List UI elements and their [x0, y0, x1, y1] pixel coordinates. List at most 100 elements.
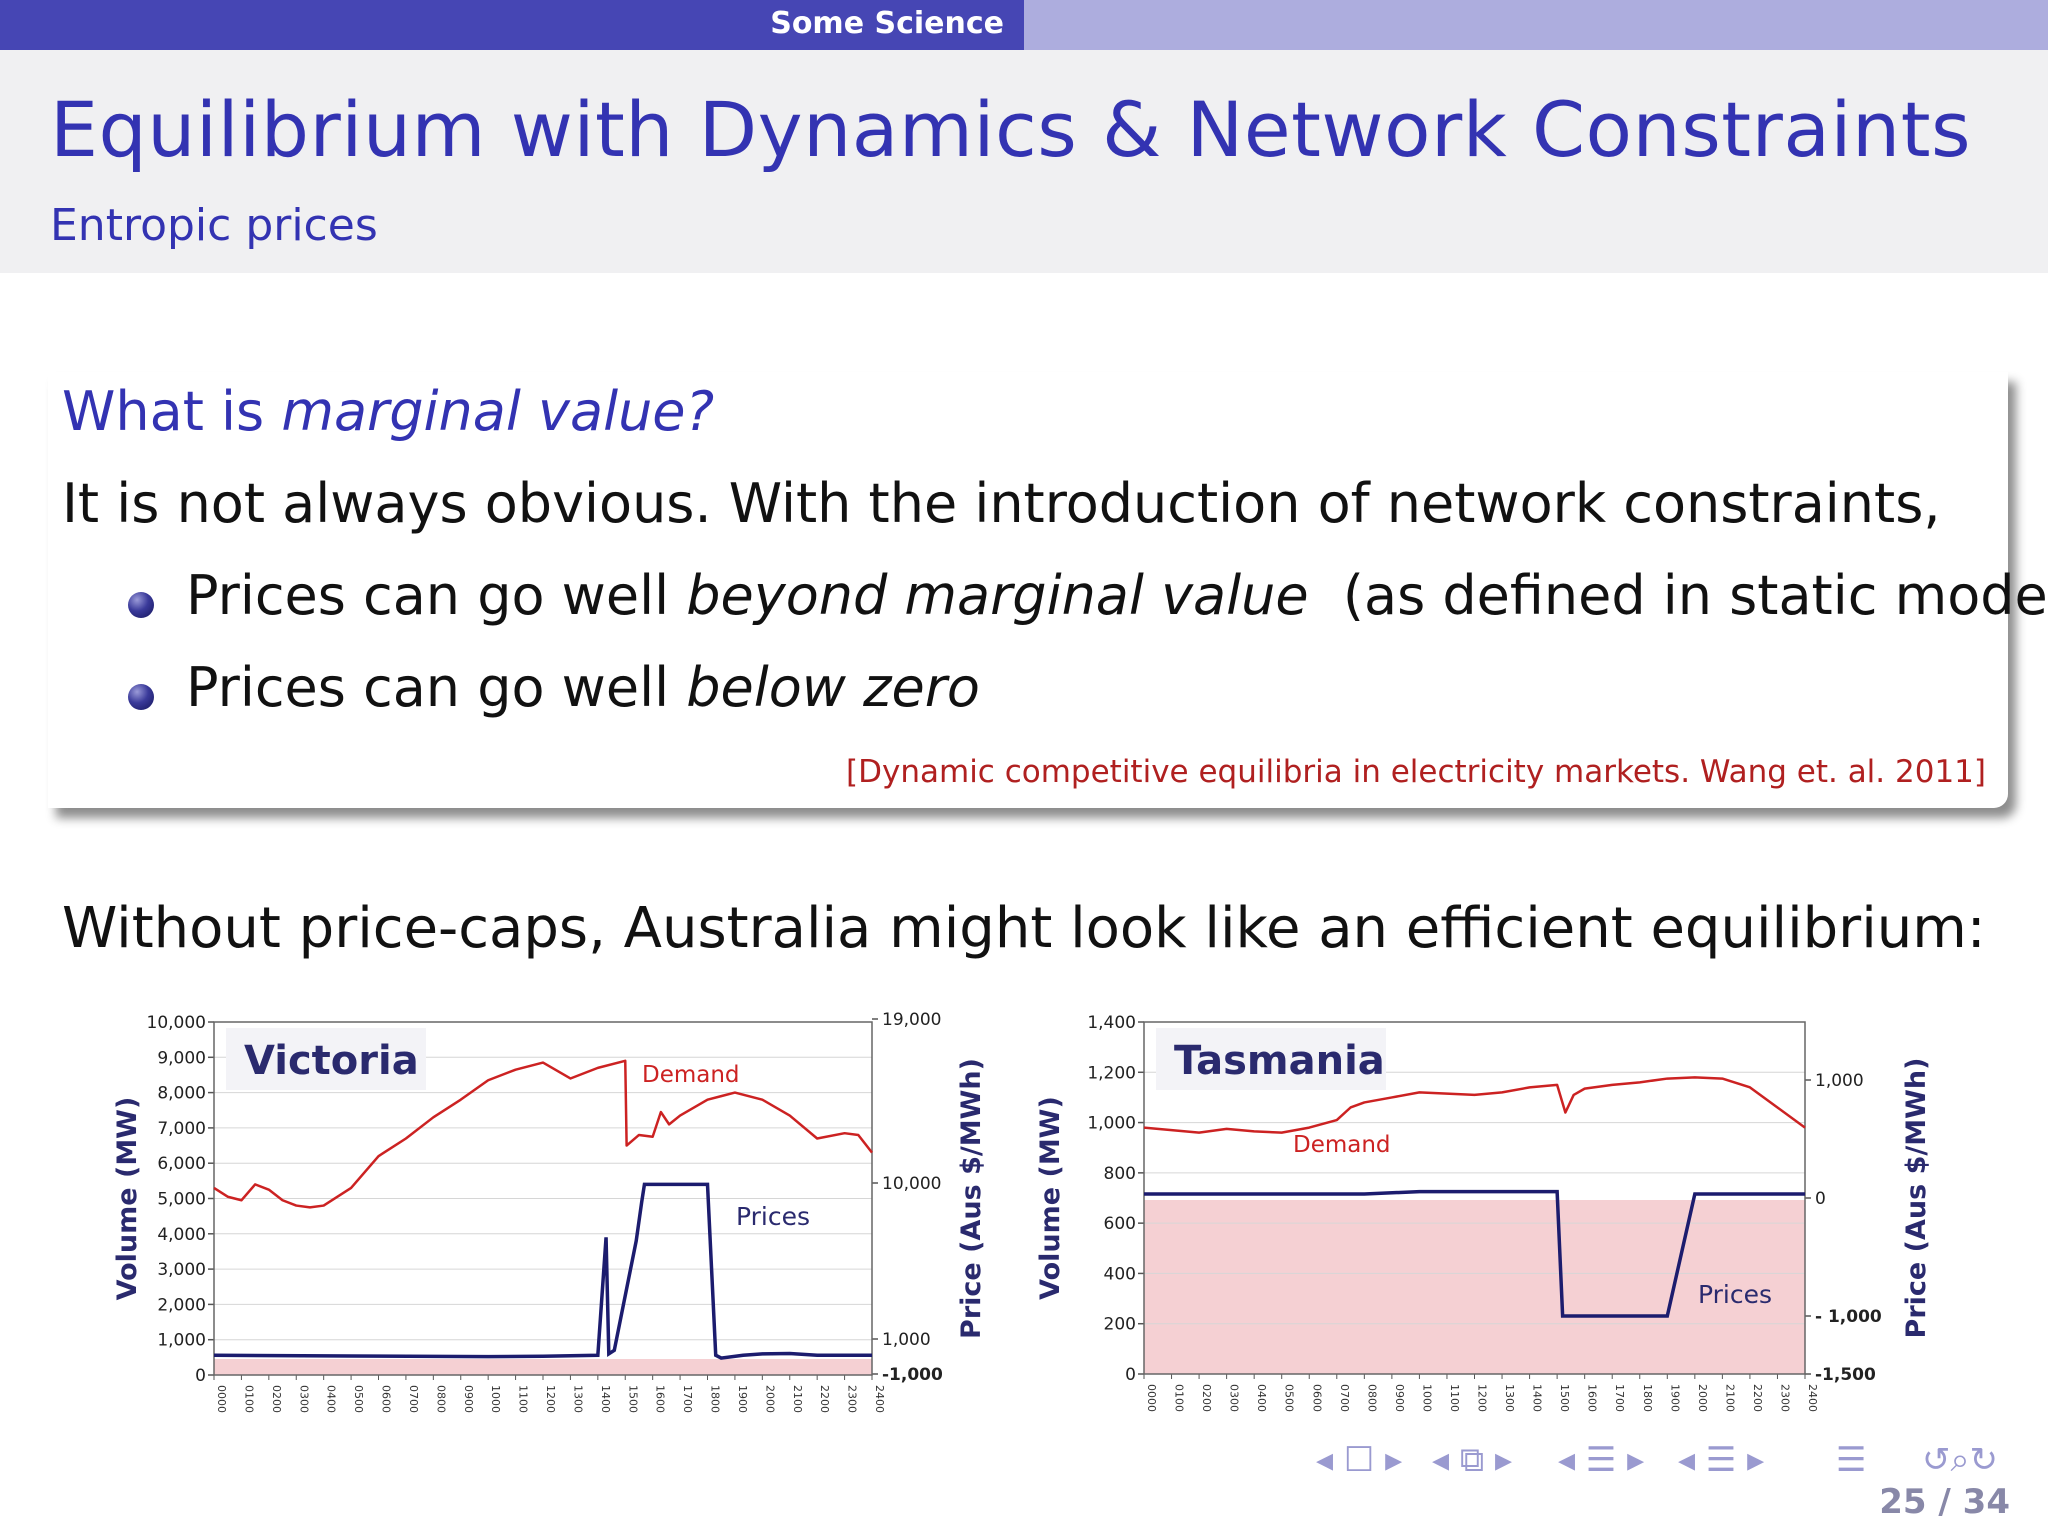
x-tick-label: 2200	[1751, 1384, 1764, 1412]
x-tick-label: 0500	[352, 1385, 365, 1413]
x-tick-label: 1100	[1448, 1384, 1461, 1412]
plot-frame	[213, 1021, 873, 1376]
x-tick-label: 1400	[1531, 1384, 1544, 1412]
y-tick-label: 8,000	[157, 1084, 206, 1104]
x-tick-label: 2100	[1723, 1384, 1736, 1412]
y-tick-label: 3,000	[157, 1260, 206, 1280]
x-tick-label: 2000	[1696, 1384, 1709, 1412]
y-tick-label: 0	[195, 1366, 206, 1386]
y-tick-label: 5,000	[157, 1190, 206, 1210]
x-tick-label: 2300	[846, 1385, 859, 1413]
block-intro: It is not always obvious. With the intro…	[62, 472, 1941, 535]
x-tick-label: 2300	[1778, 1384, 1791, 1412]
block-title-prefix: What is	[62, 380, 282, 443]
victoria-chart: 0 1,000 2,000 3,000 4,000 5,000 6,000 7,000 8,00…	[112, 1010, 987, 1413]
nav-menu-icon[interactable]: ☰	[1836, 1440, 1867, 1480]
title-box	[0, 50, 2048, 273]
demand-series-line	[1143, 1076, 1806, 1134]
x-tick-label: 1300	[571, 1385, 584, 1413]
y-tick-label: 6,000	[157, 1154, 206, 1174]
x-tick-label: 2400	[873, 1385, 886, 1413]
x-tick-label: 0300	[297, 1385, 310, 1413]
y2-tick-label: 0	[1815, 1189, 1826, 1209]
y2-tick-label: 10,000	[882, 1174, 941, 1194]
bullet-2-italic: below zero	[686, 656, 980, 719]
page-number: 25 / 34	[1879, 1482, 2010, 1522]
x-tick-label: 1500	[626, 1385, 639, 1413]
x-tick-label: 0100	[1173, 1384, 1186, 1412]
y-tick-label: 1,000	[1087, 1114, 1136, 1134]
x-tick-label: 0900	[462, 1385, 475, 1413]
x-tick-label: 0500	[1283, 1384, 1296, 1412]
block-title-italic: marginal value?	[281, 380, 715, 443]
x-tick-label: 1700	[1613, 1384, 1626, 1412]
x-tick-label: 0800	[434, 1385, 447, 1413]
x-tick-label: 0800	[1365, 1384, 1378, 1412]
demand-series-line	[213, 1059, 873, 1209]
y-tick-label: 800	[1104, 1164, 1136, 1184]
bullet-ball-icon	[128, 684, 154, 710]
question-block: What is marginal value? It is not always…	[48, 372, 2048, 808]
y-tick-label: 4,000	[157, 1225, 206, 1245]
nav-frame-icons[interactable]: ◂ ☐ ▸	[1316, 1440, 1403, 1480]
bullet-1-suffix: (as defined in static model)	[1308, 564, 2048, 627]
x-tick-label: 0100	[242, 1385, 255, 1413]
x-tick-label: 0300	[1228, 1384, 1241, 1412]
x-tick-label: 0700	[407, 1385, 420, 1413]
x-tick-label: 1400	[599, 1385, 612, 1413]
bullet-ball-icon	[128, 592, 154, 618]
x-tick-label: 0200	[1200, 1384, 1213, 1412]
demand-label: Demand	[1293, 1132, 1391, 1158]
y2-tick-label: -1,000	[882, 1365, 943, 1385]
slide-title: Equilibrium with Dynamics & Network Cons…	[50, 85, 1972, 174]
y-tick-label: 1,200	[1087, 1063, 1136, 1083]
x-tick-label: 0000	[215, 1385, 228, 1413]
y2-tick-label: - 1,000	[1815, 1307, 1882, 1327]
y-tick-label: 200	[1104, 1315, 1136, 1335]
x-tick-label: 1900	[1668, 1384, 1681, 1412]
y-tick-label: 400	[1104, 1264, 1136, 1284]
x-tick-label: 1500	[1558, 1384, 1571, 1412]
x-tick-label: 0600	[1310, 1384, 1323, 1412]
bullet-1-italic: beyond marginal value	[686, 564, 1309, 627]
nav-search-icon[interactable]: ↺⌕↻	[1922, 1440, 1999, 1480]
y-tick-label: 1,000	[157, 1331, 206, 1351]
x-tick-label: 2200	[818, 1385, 831, 1413]
y2-tick-label: -1,500	[1815, 1365, 1876, 1385]
y2-tick-label: 19,000	[882, 1010, 941, 1030]
nav-document-icons[interactable]: ◂ ☰ ▸	[1678, 1440, 1765, 1480]
prices-series-line	[213, 1182, 872, 1360]
x-tick-label: 1100	[517, 1385, 530, 1413]
reference-citation: [Dynamic competitive equilibria in elect…	[846, 754, 1986, 790]
body-text: Without price-caps, Australia might look…	[62, 896, 1986, 961]
x-tick-label: 0600	[380, 1385, 393, 1413]
y2-axis-title: Price (Aus $/MWh)	[1901, 1058, 1932, 1339]
x-tick-label: 2400	[1806, 1384, 1819, 1412]
nav-subsection-icons[interactable]: ◂ ⧉ ▸	[1432, 1440, 1513, 1480]
y-tick-label: 9,000	[157, 1048, 206, 1068]
y-axis-title: Volume (MW)	[1035, 1096, 1066, 1300]
x-tick-label: 2000	[763, 1385, 776, 1413]
x-tick-label: 1900	[736, 1385, 749, 1413]
x-tick-label: 1200	[544, 1385, 557, 1413]
x-tick-label: 0900	[1393, 1384, 1406, 1412]
header-bar: Some Science	[0, 0, 2048, 50]
y2-tick-label: 1,000	[882, 1330, 931, 1350]
demand-label: Demand	[642, 1062, 740, 1088]
x-tick-label: 1000	[489, 1385, 502, 1413]
chart-title-box	[226, 1028, 426, 1090]
y-tick-label: 10,000	[147, 1013, 206, 1033]
x-tick-label: 1800	[1641, 1384, 1654, 1412]
nav-section-icons[interactable]: ◂ ☰ ▸	[1558, 1440, 1645, 1480]
y-tick-label: 2,000	[157, 1295, 206, 1315]
x-tick-label: 1600	[654, 1385, 667, 1413]
x-tick-label: 1600	[1586, 1384, 1599, 1412]
prices-series-line	[1144, 1189, 1805, 1318]
x-tick-label: 0000	[1145, 1384, 1158, 1412]
x-tick-label: 0200	[270, 1385, 283, 1413]
y-tick-label: 7,000	[157, 1119, 206, 1139]
x-tick-label: 1000	[1420, 1384, 1433, 1412]
x-tick-label: 0700	[1338, 1384, 1351, 1412]
y2-axis-title: Price (Aus $/MWh)	[956, 1058, 987, 1339]
